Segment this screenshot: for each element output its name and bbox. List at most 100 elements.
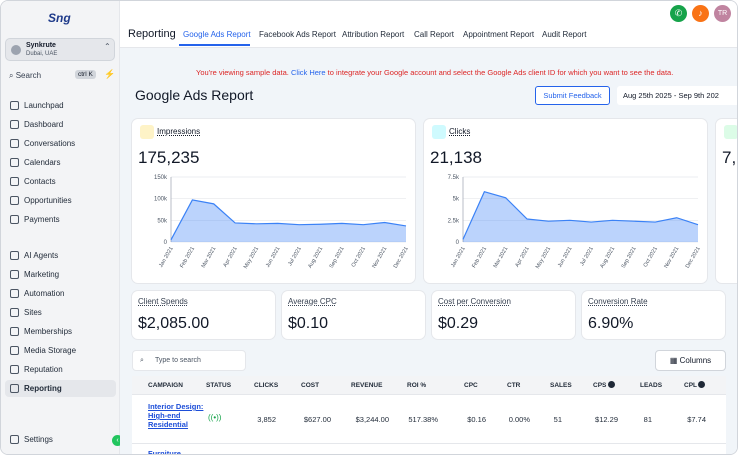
avatar[interactable]: TR <box>714 5 731 22</box>
cell: $12.29 <box>595 415 618 424</box>
banner-link[interactable]: Click Here <box>290 68 326 77</box>
nav-item[interactable]: Media Storage <box>5 342 116 359</box>
card-value: 7,1 <box>722 148 737 167</box>
collapse-button[interactable]: ‹ <box>112 435 123 446</box>
cell: 51 <box>553 415 562 424</box>
tab[interactable]: Attribution Report <box>342 30 405 39</box>
stat-card: Average CPC $0.10 <box>282 291 425 339</box>
metric-card: Clicks 21,138 0 2.5k 5k 7.5k Jan 2021 Feb 2021 M… <box>424 119 707 283</box>
nav-item[interactable]: Contacts <box>5 173 116 190</box>
y-tick-label: 100k <box>154 197 168 203</box>
cell: 517.38% <box>408 415 438 424</box>
column-header: LEADS <box>640 382 663 389</box>
shortcut: ctrl K <box>75 70 96 79</box>
nav-item[interactable]: Marketing <box>5 266 116 283</box>
banner-text: to integrate your Google account and sel… <box>327 68 674 77</box>
nav-item[interactable]: Settings <box>5 431 116 448</box>
tab[interactable]: Appointment Report <box>463 30 535 39</box>
area <box>463 191 698 242</box>
nav-item[interactable]: Reporting <box>5 380 116 397</box>
phone-button[interactable]: ✆ <box>670 5 687 22</box>
x-tick-label: Mar 2021 <box>493 246 510 269</box>
tab[interactable]: Facebook Ads Report <box>259 30 336 39</box>
x-tick-label: Oct 2021 <box>351 246 367 268</box>
account-switcher[interactable]: Synkrute Dubai, UAE ⌃ <box>5 38 115 61</box>
nav-item[interactable]: AI Agents <box>5 247 116 264</box>
nav-label: Automation <box>24 289 65 298</box>
x-tick-label: Feb 2021 <box>179 246 196 269</box>
date-range[interactable]: Aug 25th 2025 - Sep 9th 202 <box>617 86 737 105</box>
stat-value: 6.90% <box>588 315 634 332</box>
x-tick-label: Jun 2021 <box>557 246 574 269</box>
nav-item[interactable]: Payments <box>5 211 116 228</box>
nav-item[interactable]: Memberships <box>5 323 116 340</box>
stat-card: Client Spends $2,085.00 <box>132 291 275 339</box>
tab[interactable]: Call Report <box>414 30 455 39</box>
notifications-button[interactable]: ♪ <box>692 5 709 22</box>
nav-label: Payments <box>24 215 60 224</box>
nav-item[interactable]: Conversations <box>5 135 116 152</box>
x-tick-label: Jan 2021 <box>450 246 467 269</box>
card-label: Clicks <box>449 127 471 136</box>
sidebar: Sng Synkrute Dubai, UAE ⌃ ⌕ Search ctrl … <box>1 1 123 454</box>
sample-banner: You're viewing sample data. Click Here t… <box>196 68 673 77</box>
nav-label: Launchpad <box>24 101 64 110</box>
tab[interactable]: Audit Report <box>542 30 587 39</box>
x-tick-label: Aug 2021 <box>307 246 324 269</box>
nav-item[interactable]: Sites <box>5 304 116 321</box>
column-header: ROI % <box>407 382 427 389</box>
report-title: Google Ads Report <box>135 87 254 103</box>
nav-label: Conversations <box>24 139 76 148</box>
line <box>170 199 407 241</box>
status-icon: ((•)) <box>208 413 222 422</box>
nav-label: Dashboard <box>24 120 64 129</box>
column-header: CPC <box>464 382 478 389</box>
y-tick-label: 7.5k <box>448 175 460 181</box>
cell: $7.74 <box>687 415 706 424</box>
metric-card: 7,1 <box>716 119 737 283</box>
column-header: CLICKS <box>254 382 279 389</box>
columns-button[interactable]: ▦ Columns <box>655 350 726 371</box>
x-tick-label: Jun 2021 <box>265 246 282 269</box>
table-header <box>132 376 726 395</box>
campaign-link[interactable]: Interior Design: High-end Residential <box>148 402 204 429</box>
nav-label: Sites <box>24 308 42 317</box>
stat-label: Average CPC <box>288 297 337 306</box>
tab[interactable]: Google Ads Report <box>183 30 251 39</box>
nav-item[interactable]: Launchpad <box>5 97 116 114</box>
table-search[interactable]: ⌕ Type to search <box>132 350 246 371</box>
x-tick-label: Feb 2021 <box>471 246 488 269</box>
column-header: CAMPAIGN <box>148 382 183 389</box>
nav-item[interactable]: Reputation <box>5 361 116 378</box>
x-tick-label: Sep 2021 <box>329 246 346 269</box>
stat-label: Client Spends <box>138 297 188 306</box>
stat-label: Cost per Conversion <box>438 297 511 306</box>
column-header: REVENUE <box>351 382 383 389</box>
nav-label: Memberships <box>24 327 73 336</box>
stat-card: Conversion Rate 6.90% <box>582 291 725 339</box>
help-icon <box>698 381 705 388</box>
stat-label: Conversion Rate <box>588 297 648 306</box>
topbar <box>120 1 737 48</box>
search[interactable]: ⌕ Search <box>9 71 42 80</box>
metric-card: Impressions 175,235 0 50k 100k 150k Jan 2021 Fe… <box>132 119 415 283</box>
nav-item[interactable]: Automation <box>5 285 116 302</box>
submit-feedback-button[interactable]: Submit Feedback <box>535 86 610 105</box>
campaign-link[interactable]: Furniture <box>148 449 181 455</box>
nav-item[interactable]: Dashboard <box>5 116 116 133</box>
x-tick-label: Jul 2021 <box>579 246 595 267</box>
cell: $627.00 <box>303 415 331 424</box>
search-placeholder: Type to search <box>155 357 201 364</box>
x-tick-label: Nov 2021 <box>663 246 680 269</box>
x-tick-label: May 2021 <box>243 246 260 270</box>
cell: $0.16 <box>467 415 486 424</box>
column-header: COST <box>301 382 320 389</box>
nav-item[interactable]: Opportunities <box>5 192 116 209</box>
nav-label: Reporting <box>24 384 62 393</box>
nav-label: Reputation <box>24 365 63 374</box>
x-tick-label: Dec 2021 <box>685 246 702 269</box>
nav-item[interactable]: Calendars <box>5 154 116 171</box>
area <box>171 199 406 242</box>
help-icon <box>608 381 615 388</box>
nav-label: Opportunities <box>24 196 72 205</box>
